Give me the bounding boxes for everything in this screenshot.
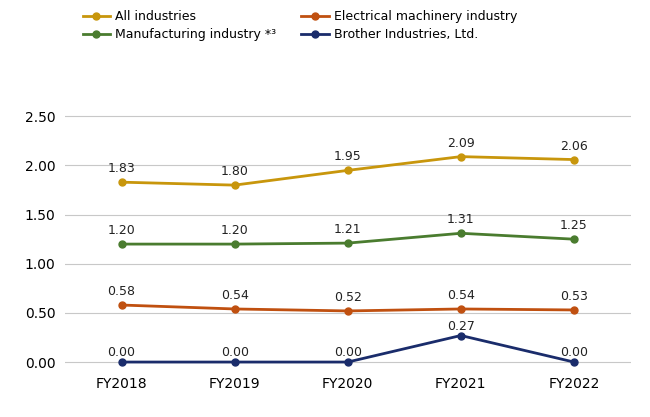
Text: 0.27: 0.27	[447, 319, 474, 333]
All industries	[344, 168, 352, 173]
Text: 0.54: 0.54	[447, 289, 474, 302]
Text: 0.00: 0.00	[107, 346, 136, 359]
Manufacturing industry *³	[344, 241, 352, 246]
All industries	[118, 180, 125, 185]
Brother Industries, Ltd.	[457, 333, 465, 338]
Line: Brother Industries, Ltd.: Brother Industries, Ltd.	[118, 332, 577, 366]
Text: 1.80: 1.80	[221, 165, 248, 178]
All industries	[570, 157, 578, 162]
Manufacturing industry *³	[457, 231, 465, 236]
Brother Industries, Ltd.	[570, 359, 578, 364]
Manufacturing industry *³	[118, 241, 125, 246]
Brother Industries, Ltd.	[344, 359, 352, 364]
Electrical machinery industry	[344, 309, 352, 314]
Manufacturing industry *³	[570, 237, 578, 242]
Text: 1.83: 1.83	[108, 162, 135, 175]
Manufacturing industry *³	[231, 241, 239, 246]
Text: 0.53: 0.53	[560, 290, 588, 303]
Legend: All industries, Manufacturing industry *³, Electrical machinery industry, Brothe: All industries, Manufacturing industry *…	[83, 10, 517, 41]
Text: 0.00: 0.00	[333, 346, 362, 359]
Text: 1.95: 1.95	[334, 151, 361, 163]
All industries	[231, 183, 239, 188]
Electrical machinery industry	[570, 307, 578, 312]
Text: 0.00: 0.00	[220, 346, 249, 359]
Text: 2.06: 2.06	[560, 140, 588, 153]
Text: 0.00: 0.00	[560, 346, 588, 359]
Brother Industries, Ltd.	[231, 359, 239, 364]
Text: 0.54: 0.54	[221, 289, 248, 302]
Electrical machinery industry	[457, 306, 465, 311]
Line: Electrical machinery industry: Electrical machinery industry	[118, 301, 577, 314]
Brother Industries, Ltd.	[118, 359, 125, 364]
Text: 1.20: 1.20	[108, 224, 135, 237]
Electrical machinery industry	[118, 303, 125, 308]
Text: 1.25: 1.25	[560, 219, 588, 232]
Text: 1.21: 1.21	[334, 223, 361, 236]
Text: 1.20: 1.20	[221, 224, 248, 237]
All industries	[457, 154, 465, 159]
Line: All industries: All industries	[118, 153, 577, 188]
Text: 1.31: 1.31	[447, 214, 474, 226]
Text: 0.58: 0.58	[107, 285, 136, 298]
Electrical machinery industry	[231, 306, 239, 311]
Text: 2.09: 2.09	[447, 137, 474, 150]
Line: Manufacturing industry *³: Manufacturing industry *³	[118, 230, 577, 248]
Text: 0.52: 0.52	[334, 291, 361, 304]
